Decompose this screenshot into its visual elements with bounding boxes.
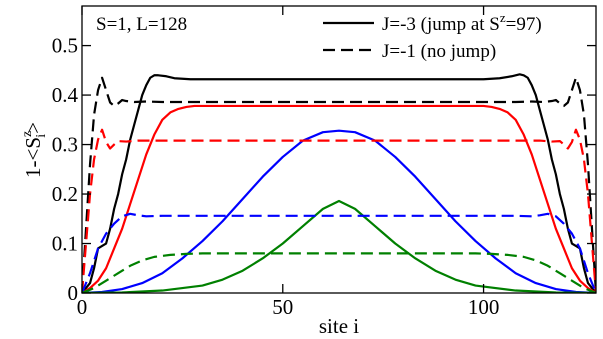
y-tick-label: 0.4 (52, 83, 79, 107)
plot-area (82, 73, 596, 293)
series-line-2 (82, 129, 596, 293)
series-line-4 (82, 76, 596, 293)
y-tick-label: 0.1 (52, 232, 78, 256)
x-axis-label: site i (319, 314, 359, 338)
y-tick-label: 0.5 (52, 34, 78, 58)
series-line-3 (82, 199, 596, 293)
ticks-layer: 0 50 100 0 0.1 0.2 0.3 0.4 0.5 (52, 6, 596, 319)
series-line-0 (82, 73, 596, 293)
x-tick-label: 0 (77, 295, 88, 319)
legend-label-1: J=-1 (no jump) (382, 41, 496, 62)
y-tick-label: 0 (68, 281, 79, 305)
series-layer (82, 73, 596, 293)
series-line-6 (82, 212, 596, 293)
series-line-1 (82, 104, 596, 293)
legend: J=-3 (jump at Sz=97) J=-1 (no jump) (323, 10, 542, 62)
plot-frame (81, 5, 597, 294)
annotation-text: S=1, L=128 (96, 14, 187, 35)
y-axis-label: 1-<Szi> (20, 122, 49, 178)
x-tick-label: 100 (468, 295, 500, 319)
legend-label-0: J=-3 (jump at Sz=97) (382, 10, 542, 35)
y-tick-label: 0.2 (52, 182, 78, 206)
series-line-7 (82, 252, 596, 293)
series-line-5 (82, 128, 596, 293)
x-tick-label: 50 (272, 295, 293, 319)
y-tick-label: 0.3 (52, 133, 78, 157)
